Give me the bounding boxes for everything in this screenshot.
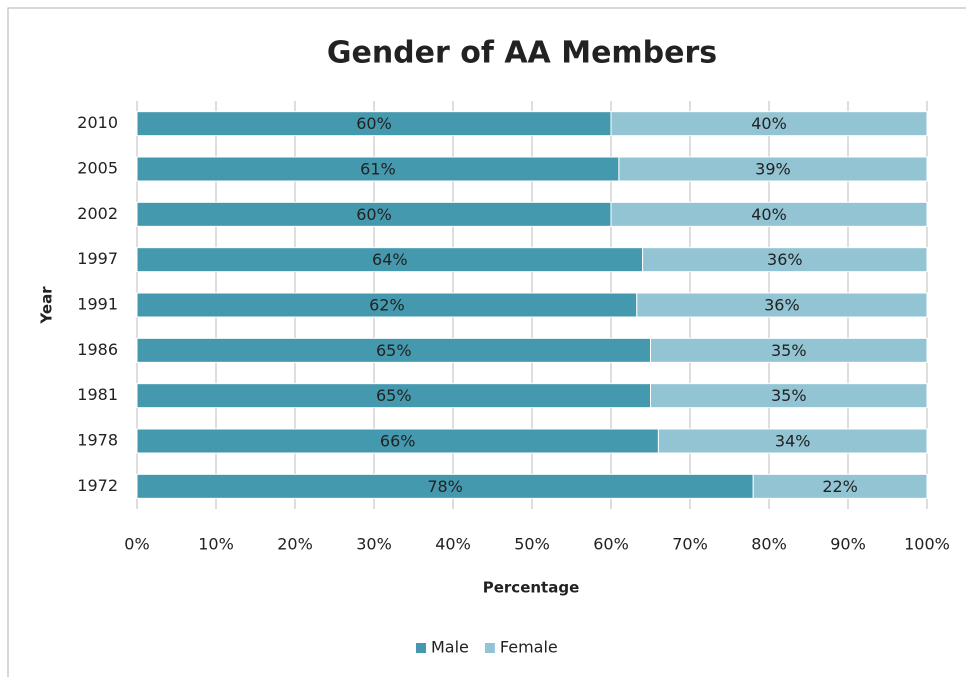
bar-segment [642, 247, 928, 273]
bar-segment [136, 292, 638, 318]
y-tick-label: 2010 [77, 113, 118, 132]
data-label: 35% [771, 386, 807, 405]
x-tick-label: 30% [356, 535, 392, 554]
bar-segment [136, 247, 644, 273]
data-label: 35% [771, 341, 807, 360]
x-tick-label: 10% [198, 535, 234, 554]
y-tick-label: 1997 [77, 249, 118, 268]
x-tick-label: 60% [593, 535, 629, 554]
x-tick-label: 90% [830, 535, 866, 554]
bar-segment [657, 428, 928, 454]
x-tick-label: 80% [751, 535, 787, 554]
bar-segment [752, 473, 928, 499]
y-axis-title: Year [38, 286, 56, 325]
y-tick-label: 2002 [77, 204, 118, 223]
data-label: 62% [369, 296, 405, 315]
data-label: 22% [822, 477, 858, 496]
data-label: 36% [764, 296, 800, 315]
data-label: 40% [751, 114, 787, 133]
data-label: 60% [356, 205, 392, 224]
data-label: 61% [360, 160, 396, 179]
y-tick-label: 2005 [77, 159, 118, 178]
bar-segment [136, 337, 651, 363]
bar-segment [136, 201, 612, 227]
y-tick-label: 1972 [77, 476, 118, 495]
bar-segment [636, 292, 928, 318]
bar-segment [650, 337, 928, 363]
x-tick-label: 50% [514, 535, 550, 554]
legend-label: Female [500, 638, 558, 657]
data-label: 78% [427, 477, 463, 496]
data-label: 34% [775, 432, 811, 451]
legend-swatch [416, 643, 426, 653]
x-tick-label: 20% [277, 535, 313, 554]
legend-swatch [484, 643, 495, 653]
x-axis-title: Percentage [483, 579, 580, 597]
x-tick-label: 70% [672, 535, 708, 554]
y-tick-label: 1986 [77, 340, 118, 359]
data-label: 60% [356, 114, 392, 133]
y-tick-label: 1981 [77, 385, 118, 404]
chart-title: Gender of AA Members [327, 36, 717, 71]
bar-segment [618, 156, 928, 182]
y-tick-label: 1991 [77, 295, 118, 314]
data-label: 39% [755, 160, 791, 179]
data-label: 65% [376, 386, 412, 405]
data-label: 65% [376, 341, 412, 360]
data-label: 66% [380, 432, 416, 451]
data-label: 40% [751, 205, 787, 224]
bar-segment [650, 383, 928, 409]
y-tick-label: 1978 [77, 431, 118, 450]
bar-segment [610, 201, 928, 227]
bar-segment [136, 428, 659, 454]
x-tick-label: 40% [435, 535, 471, 554]
x-tick-label: 100% [904, 535, 950, 554]
bar-segment [610, 111, 928, 137]
data-label: 64% [372, 250, 408, 269]
x-tick-label: 0% [124, 535, 149, 554]
bar-segment [136, 156, 620, 182]
data-label: 36% [767, 250, 803, 269]
legend-label: Male [431, 638, 469, 657]
